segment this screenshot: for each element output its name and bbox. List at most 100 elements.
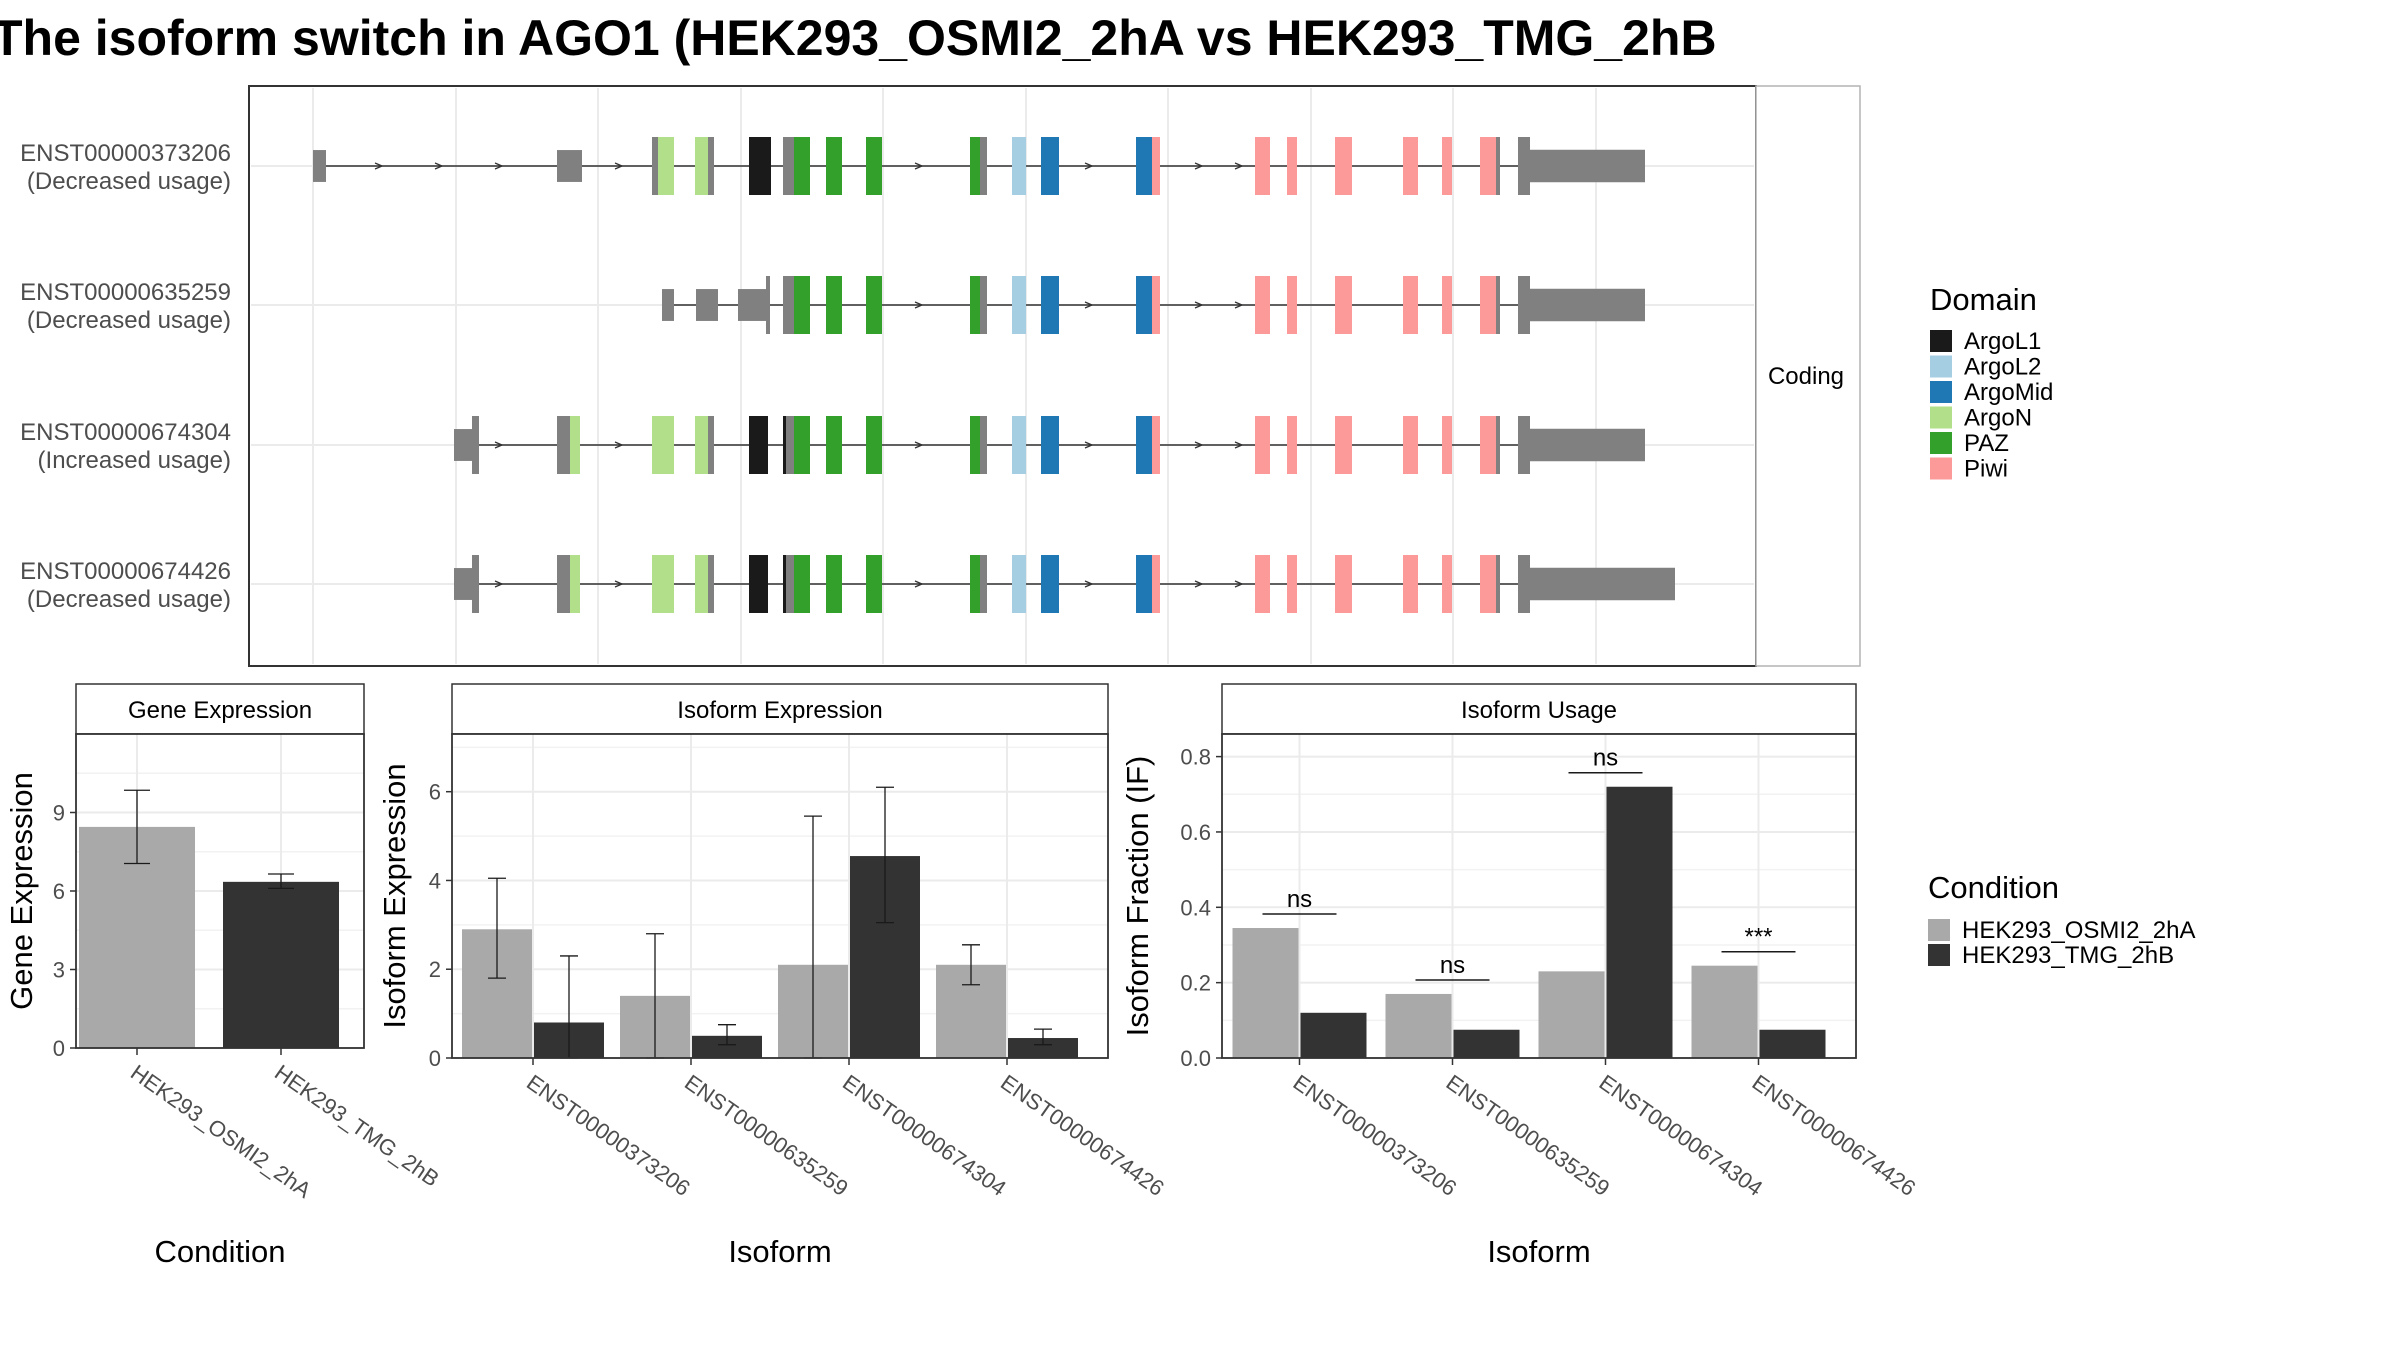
domain-block-piwi: [1255, 555, 1270, 613]
domain-block-argon: [570, 555, 580, 613]
domain-legend-key-argomid: [1930, 381, 1952, 403]
y-tick-label: 0: [53, 1036, 65, 1061]
utr-block: [1530, 428, 1645, 462]
domain-block-paz: [794, 276, 810, 334]
domain-block-argol1: [749, 555, 768, 613]
isoform-expression-panel: Isoform Expression0246ENST00000373206ENS…: [377, 683, 1169, 1269]
y-tick-label: 6: [429, 780, 441, 805]
exon-block: [1518, 137, 1530, 195]
strand-arrow: [494, 162, 504, 170]
y-tick-label: 0.8: [1180, 745, 1211, 770]
domain-block-argol2: [1012, 555, 1026, 613]
domain-block-piwi: [1287, 416, 1297, 474]
domain-block-paz: [826, 276, 842, 334]
x-axis-title: Isoform: [1487, 1234, 1590, 1269]
bar: [1232, 928, 1299, 1058]
exon-block: [708, 555, 714, 613]
domain-block-argol2: [1012, 276, 1026, 334]
exon-block: [313, 150, 326, 182]
panel-title: Isoform Expression: [677, 697, 882, 724]
gene-structure-frame: [248, 85, 1757, 667]
domain-block-piwi: [1442, 137, 1452, 195]
utr-block: [1530, 288, 1645, 322]
exon-block: [1496, 137, 1500, 195]
domain-block-piwi: [1255, 416, 1270, 474]
facet-strip-label: Coding: [1768, 363, 1844, 390]
exon-block: [786, 137, 794, 195]
domain-legend-key-argol1: [1930, 330, 1952, 352]
domain-block-argon: [695, 555, 708, 613]
transcript-track: [454, 555, 1675, 613]
y-tick-label: 3: [53, 958, 65, 983]
domain-block-argomid: [1136, 137, 1152, 195]
exon-block: [454, 429, 472, 461]
exon-block: [980, 555, 987, 613]
significance-label: ns: [1593, 745, 1618, 772]
exon-block: [1496, 416, 1500, 474]
x-tick-label: ENST00000674304: [838, 1070, 1011, 1201]
y-axis-title: Isoform Fraction (IF): [1120, 756, 1155, 1037]
domain-block-piwi: [1335, 137, 1352, 195]
exon-block: [708, 416, 714, 474]
exon-block: [557, 555, 570, 613]
domain-block-piwi: [1480, 137, 1496, 195]
domain-block-argon: [570, 416, 580, 474]
bar: [1008, 1038, 1078, 1058]
domain-legend-label-paz: PAZ: [1964, 430, 2009, 457]
x-tick-label: ENST00000635259: [1442, 1070, 1615, 1201]
exon-block: [1518, 555, 1530, 613]
domain-block-argol2: [1012, 416, 1026, 474]
strand-arrow: [614, 162, 624, 170]
panel-border: [1221, 733, 1857, 1059]
strand-arrow: [614, 580, 624, 588]
exon-block: [1518, 416, 1530, 474]
transcript-track: [662, 276, 1645, 334]
domain-block-argomid: [1136, 276, 1152, 334]
domain-block-piwi: [1152, 137, 1160, 195]
bar: [692, 1035, 762, 1058]
exon-block: [662, 289, 674, 321]
significance-label: ns: [1440, 952, 1465, 979]
domain-block-argol1: [783, 416, 786, 474]
domain-block-argon: [652, 555, 674, 613]
bar: [223, 881, 339, 1048]
exon-block: [1496, 276, 1500, 334]
domain-block-argol1: [783, 555, 786, 613]
exon-block: [708, 137, 714, 195]
panel-border: [75, 733, 365, 1049]
exon-block: [783, 137, 786, 195]
domain-block-paz: [970, 555, 980, 613]
bar: [1691, 965, 1758, 1058]
domain-legend-key-paz: [1930, 432, 1952, 454]
panel-title: Gene Expression: [128, 697, 312, 724]
strand-arrow: [914, 580, 924, 588]
domain-block-paz: [866, 137, 882, 195]
x-tick-label: ENST00000373206: [1289, 1070, 1462, 1201]
exon-block: [980, 137, 987, 195]
domain-block-paz: [826, 555, 842, 613]
domain-legend-label-piwi: Piwi: [1964, 456, 2008, 483]
domain-block-argomid: [1041, 416, 1059, 474]
domain-block-paz: [970, 276, 980, 334]
strand-arrow: [1234, 441, 1244, 449]
exon-block: [783, 276, 786, 334]
domain-block-argomid: [1041, 276, 1059, 334]
y-axis-title: Gene Expression: [4, 772, 39, 1010]
strand-arrow: [1194, 441, 1204, 449]
panel-border: [451, 733, 1109, 1059]
exon-block: [454, 568, 472, 600]
exon-block: [786, 276, 794, 334]
domain-block-argomid: [1136, 555, 1152, 613]
domain-block-piwi: [1255, 276, 1270, 334]
transcript-usage-label: (Decreased usage): [27, 168, 231, 195]
transcript-usage-label: (Decreased usage): [27, 586, 231, 613]
domain-block-piwi: [1480, 416, 1496, 474]
strand-arrow: [434, 162, 444, 170]
domain-legend-key-piwi: [1930, 457, 1952, 480]
x-axis-title: Isoform: [728, 1234, 831, 1269]
exon-block: [786, 416, 794, 474]
domain-block-paz: [970, 416, 980, 474]
y-tick-label: 0.0: [1180, 1046, 1211, 1071]
strand-arrow: [494, 441, 504, 449]
